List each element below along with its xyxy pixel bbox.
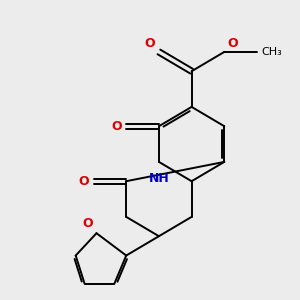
Text: CH₃: CH₃ xyxy=(262,47,282,57)
Text: O: O xyxy=(82,217,93,230)
Text: O: O xyxy=(145,38,155,50)
Text: NH: NH xyxy=(148,172,169,185)
Text: O: O xyxy=(228,38,238,50)
Text: O: O xyxy=(111,120,122,133)
Text: O: O xyxy=(78,175,89,188)
